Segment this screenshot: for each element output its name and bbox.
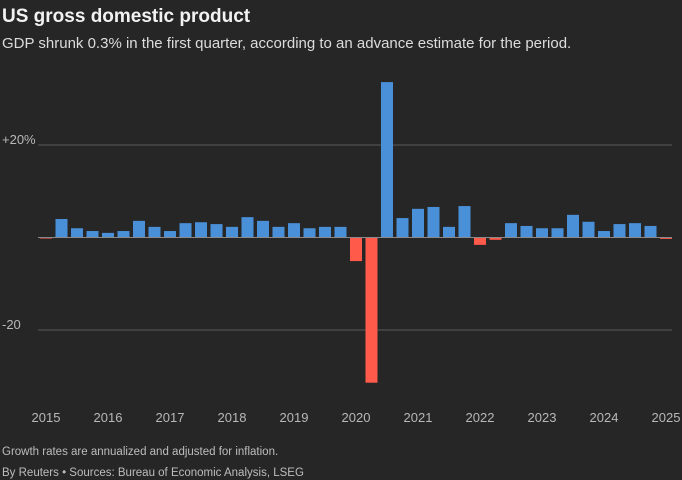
x-tick-label: 2019 xyxy=(280,410,309,425)
x-tick-label: 2017 xyxy=(156,410,185,425)
bar xyxy=(474,237,486,245)
bar xyxy=(55,219,68,238)
x-tick-label: 2020 xyxy=(342,410,371,425)
bar xyxy=(458,206,471,238)
bar xyxy=(272,226,285,238)
bar xyxy=(86,231,99,238)
x-tick-label: 2022 xyxy=(466,410,495,425)
bar xyxy=(582,221,595,238)
bar xyxy=(598,231,610,238)
bar xyxy=(396,218,409,238)
bar xyxy=(241,217,254,238)
chart-subtitle: GDP shrunk 0.3% in the first quarter, ac… xyxy=(2,35,571,52)
bar xyxy=(164,231,176,238)
x-tick-label: 2018 xyxy=(218,410,247,425)
bar xyxy=(210,224,223,238)
bar xyxy=(381,82,393,238)
bar xyxy=(660,237,672,239)
bar xyxy=(489,237,502,240)
bar xyxy=(303,228,316,238)
bar xyxy=(257,220,269,238)
bar xyxy=(443,226,455,238)
bar xyxy=(288,223,300,238)
bar xyxy=(350,237,362,262)
bar xyxy=(71,228,83,238)
bar xyxy=(334,226,347,238)
x-tick-label: 2016 xyxy=(94,410,123,425)
chart-note: Growth rates are annualized and adjusted… xyxy=(2,446,278,458)
x-tick-label: 2021 xyxy=(404,410,433,425)
bar xyxy=(567,214,579,238)
bar xyxy=(319,226,331,238)
chart-title: US gross domestic product xyxy=(2,6,251,27)
x-tick-label: 2023 xyxy=(528,410,557,425)
bar xyxy=(102,232,114,238)
y-tick-label: -20 xyxy=(2,317,21,332)
x-tick-label: 2015 xyxy=(32,410,61,425)
bar xyxy=(179,223,192,238)
bar xyxy=(505,223,517,238)
bar xyxy=(148,226,161,238)
bar xyxy=(226,226,238,238)
bar xyxy=(412,208,424,238)
bar xyxy=(629,223,641,238)
y-tick-label: +20% xyxy=(2,132,36,147)
bar xyxy=(133,220,145,238)
bar xyxy=(644,225,657,238)
chart-source: By Reuters • Sources: Bureau of Economic… xyxy=(2,467,304,479)
bar xyxy=(520,225,533,238)
bar xyxy=(195,222,207,238)
bar xyxy=(551,228,564,238)
x-tick-label: 2025 xyxy=(652,410,681,425)
bar xyxy=(427,206,440,238)
bar xyxy=(365,237,378,383)
bar xyxy=(536,228,548,238)
x-tick-label: 2024 xyxy=(590,410,619,425)
bar xyxy=(117,231,130,238)
bar xyxy=(613,224,626,238)
